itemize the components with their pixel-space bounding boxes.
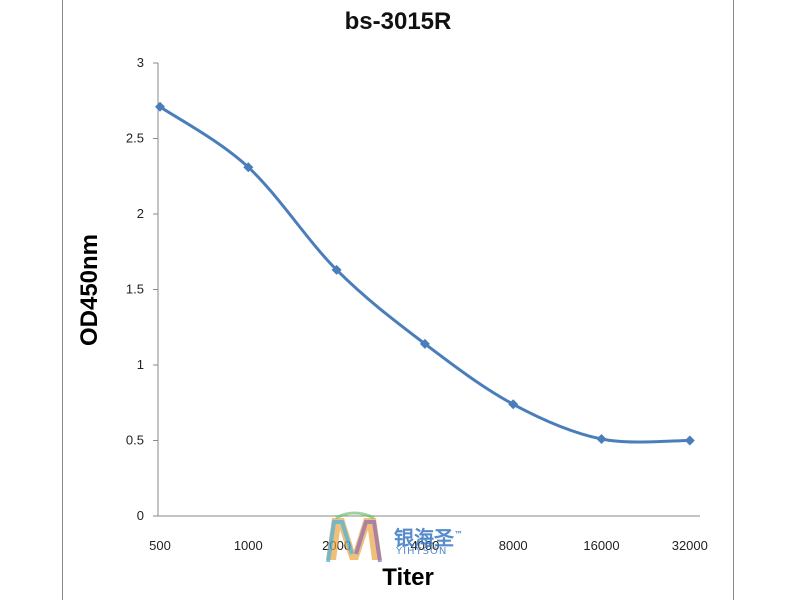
- x-tick-label: 1000: [234, 538, 263, 553]
- x-tick-label: 8000: [499, 538, 528, 553]
- chart-title: bs-3015R: [344, 8, 452, 35]
- logo-mark-icon: [326, 511, 382, 563]
- data-point-marker: [508, 399, 519, 410]
- y-tick-label: 0: [137, 508, 144, 523]
- data-point-marker: [596, 433, 607, 444]
- y-tick-label: 1: [137, 357, 144, 372]
- x-tick-label: 16000: [583, 538, 619, 553]
- series-line: [159, 105, 690, 444]
- data-point-marker: [331, 264, 342, 275]
- data-point-marker: [155, 101, 165, 112]
- y-tick-label: 0.5: [126, 433, 144, 448]
- data-point-marker: [684, 435, 695, 446]
- watermark-chinese-text: 银海圣™: [394, 526, 463, 550]
- left-frame-border: [62, 0, 63, 600]
- y-tick-label: 1.5: [126, 282, 144, 297]
- right-frame-border: [733, 0, 734, 600]
- x-axis-title: Titer: [382, 564, 434, 591]
- y-tick-label: 3: [137, 55, 144, 70]
- x-tick-label: 500: [149, 538, 171, 553]
- data-point-marker: [419, 338, 430, 349]
- y-tick-label: 2.5: [126, 131, 144, 146]
- x-tick-label: 32000: [672, 538, 708, 553]
- data-point-marker: [243, 162, 254, 173]
- x-tick-label: 4000: [410, 538, 439, 553]
- watermark-english-text: YIHYSON: [396, 546, 448, 557]
- yihyson-watermark-logo: 银海圣™ YIHYSON: [320, 510, 490, 570]
- y-tick-label: 2: [137, 206, 144, 221]
